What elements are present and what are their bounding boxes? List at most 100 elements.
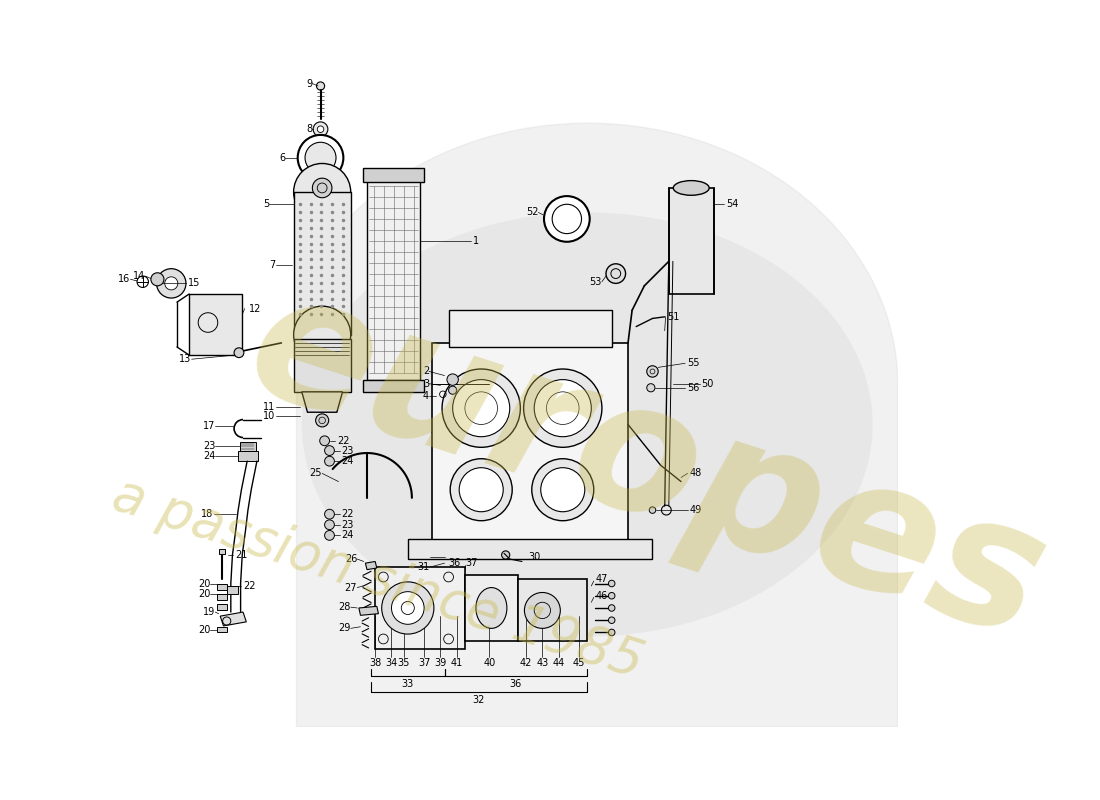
Circle shape xyxy=(392,592,425,624)
Circle shape xyxy=(165,277,178,290)
Text: 13: 13 xyxy=(179,354,191,364)
Text: 45: 45 xyxy=(573,658,585,669)
Text: 31: 31 xyxy=(418,562,430,572)
Text: 10: 10 xyxy=(263,411,276,422)
Text: 23: 23 xyxy=(202,442,216,451)
Circle shape xyxy=(449,386,456,394)
Circle shape xyxy=(453,380,509,437)
Circle shape xyxy=(608,580,615,586)
Circle shape xyxy=(608,629,615,636)
Text: 23: 23 xyxy=(342,520,354,530)
Text: 35: 35 xyxy=(397,658,410,669)
Circle shape xyxy=(316,414,329,427)
Bar xyxy=(239,451,257,461)
Circle shape xyxy=(324,530,334,540)
Circle shape xyxy=(324,510,334,519)
Text: 54: 54 xyxy=(726,199,738,210)
Text: a passion since 1985: a passion since 1985 xyxy=(106,469,650,690)
Bar xyxy=(217,594,227,600)
Circle shape xyxy=(305,142,336,174)
Circle shape xyxy=(294,163,351,221)
Bar xyxy=(217,604,227,610)
Circle shape xyxy=(535,380,592,437)
Circle shape xyxy=(541,468,585,512)
Bar xyxy=(217,584,227,590)
Circle shape xyxy=(544,196,590,242)
Circle shape xyxy=(234,348,244,358)
Text: 21: 21 xyxy=(235,550,248,560)
Circle shape xyxy=(312,178,332,198)
Text: 40: 40 xyxy=(483,658,495,669)
Circle shape xyxy=(502,551,509,559)
Text: 49: 49 xyxy=(690,505,702,515)
Text: 20: 20 xyxy=(198,579,210,590)
Circle shape xyxy=(151,273,164,286)
Text: 7: 7 xyxy=(270,261,276,270)
Polygon shape xyxy=(365,562,377,570)
Polygon shape xyxy=(189,294,242,355)
Text: 50: 50 xyxy=(702,378,714,389)
Text: 46: 46 xyxy=(595,590,607,601)
Circle shape xyxy=(382,582,433,634)
Text: 47: 47 xyxy=(595,574,608,585)
Text: 36: 36 xyxy=(449,558,461,568)
Text: 12: 12 xyxy=(249,304,261,314)
Circle shape xyxy=(324,456,334,466)
Text: 24: 24 xyxy=(342,456,354,466)
Text: 17: 17 xyxy=(202,421,216,431)
Text: 43: 43 xyxy=(537,658,549,669)
Polygon shape xyxy=(301,392,342,412)
Circle shape xyxy=(156,269,186,298)
Circle shape xyxy=(324,520,334,530)
Circle shape xyxy=(608,605,615,611)
Text: 9: 9 xyxy=(306,78,312,89)
Bar xyxy=(375,567,465,649)
Text: 5: 5 xyxy=(263,199,270,210)
Text: 14: 14 xyxy=(133,271,145,281)
Text: 26: 26 xyxy=(345,554,358,564)
Text: 28: 28 xyxy=(339,602,351,612)
Text: 16: 16 xyxy=(118,274,131,284)
Text: 44: 44 xyxy=(552,658,564,669)
Circle shape xyxy=(459,468,503,512)
Circle shape xyxy=(649,507,656,514)
Bar xyxy=(669,188,714,294)
Bar xyxy=(219,550,225,554)
Text: 56: 56 xyxy=(686,382,700,393)
Text: 27: 27 xyxy=(344,582,358,593)
Circle shape xyxy=(608,593,615,599)
Bar xyxy=(408,538,652,559)
Text: 11: 11 xyxy=(263,402,276,411)
Bar xyxy=(465,575,518,641)
Bar xyxy=(518,579,587,641)
Text: 23: 23 xyxy=(342,446,354,455)
Text: 25: 25 xyxy=(310,469,322,478)
Text: 22: 22 xyxy=(243,581,255,591)
Bar xyxy=(294,339,351,392)
Circle shape xyxy=(314,122,328,137)
Text: 37: 37 xyxy=(465,558,477,568)
Text: 24: 24 xyxy=(202,451,216,462)
Text: 48: 48 xyxy=(690,469,702,478)
Circle shape xyxy=(294,306,351,363)
Bar xyxy=(432,343,628,555)
Circle shape xyxy=(647,384,654,392)
Circle shape xyxy=(298,135,343,181)
Text: 30: 30 xyxy=(528,551,541,562)
Text: 29: 29 xyxy=(339,623,351,634)
Text: 19: 19 xyxy=(204,607,216,617)
Circle shape xyxy=(447,374,459,386)
Text: 51: 51 xyxy=(668,312,680,322)
Bar xyxy=(367,180,420,380)
Text: 22: 22 xyxy=(337,436,350,446)
Text: 55: 55 xyxy=(686,358,700,368)
Bar xyxy=(240,442,256,450)
Ellipse shape xyxy=(301,213,872,637)
Text: 37: 37 xyxy=(418,658,430,669)
Text: 41: 41 xyxy=(451,658,463,669)
Circle shape xyxy=(317,82,324,90)
Circle shape xyxy=(525,593,560,628)
Circle shape xyxy=(320,436,330,446)
Circle shape xyxy=(442,369,520,447)
Circle shape xyxy=(606,264,626,283)
